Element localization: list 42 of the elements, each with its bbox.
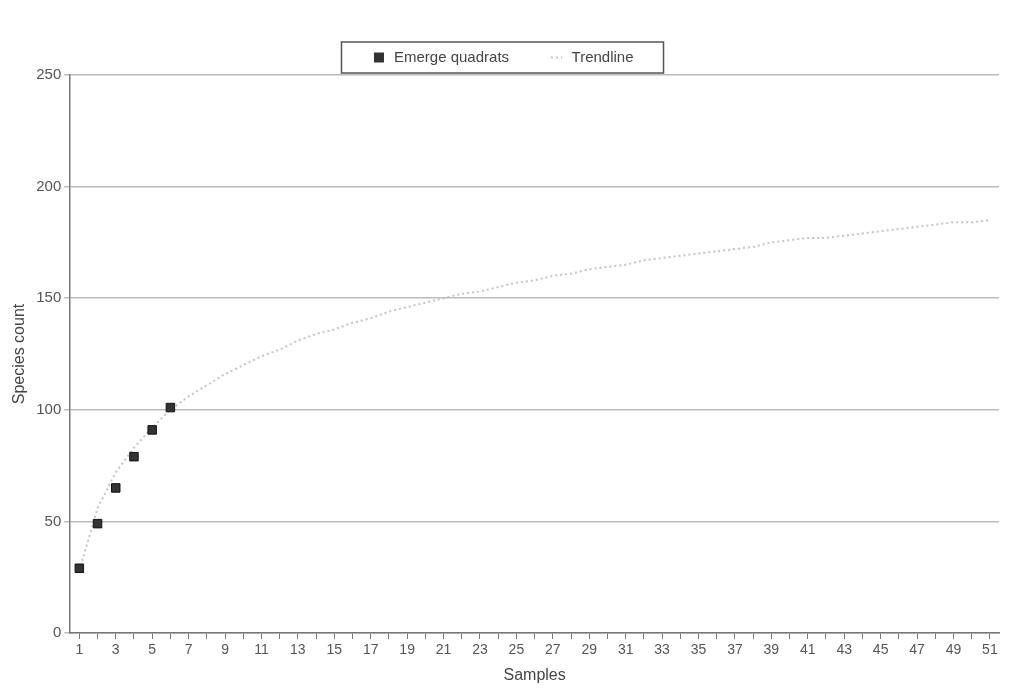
x-tick-label: 27 <box>545 641 561 658</box>
x-tick-label: 33 <box>654 641 671 658</box>
point <box>111 483 121 493</box>
x-tick-label: 13 <box>290 641 306 658</box>
x-tick-label: 25 <box>508 641 525 658</box>
point <box>129 451 139 462</box>
x-tick-label: 1 <box>75 641 84 658</box>
x-tick-label: 41 <box>799 641 816 658</box>
x-tick-label: 51 <box>982 641 998 658</box>
y-tick-label: 150 <box>36 288 62 306</box>
legend-label: Emerge quadrats <box>393 47 510 65</box>
point <box>74 563 85 574</box>
x-tick-label: 35 <box>690 641 707 658</box>
x-tick-label: 31 <box>617 641 634 658</box>
x-tick-label: 23 <box>472 641 488 658</box>
point <box>147 425 157 435</box>
x-tick-label: 49 <box>945 641 962 658</box>
y-tick-label: 100 <box>36 399 62 417</box>
x-tick-label: 7 <box>184 641 193 658</box>
y-tick-label: 50 <box>44 511 62 529</box>
point <box>165 402 176 413</box>
x-tick-label: 17 <box>362 641 379 658</box>
y-tick-label: 250 <box>36 65 62 83</box>
point <box>92 518 103 529</box>
x-tick-label: 11 <box>254 641 269 658</box>
y-tick-label: 0 <box>52 623 62 641</box>
x-tick-label: 15 <box>326 641 343 658</box>
x-tick-label: 47 <box>909 641 926 658</box>
x-tick-label: 29 <box>581 641 598 658</box>
y-tick-label: 200 <box>36 176 62 194</box>
x-tick-label: 21 <box>435 641 452 658</box>
legend-label: Trendline <box>571 47 634 65</box>
x-tick-label: 43 <box>836 641 853 658</box>
x-tick-label: 3 <box>111 641 120 658</box>
y-axis-title: Species count <box>10 303 28 405</box>
x-tick-label: 37 <box>727 641 743 658</box>
x-tick-label: 9 <box>221 641 230 658</box>
x-tick-label: 39 <box>763 641 780 658</box>
x-tick-label: 45 <box>872 641 889 658</box>
x-tick-label: 5 <box>148 641 157 658</box>
x-tick-label: 19 <box>399 641 416 658</box>
x-axis-title: Samples <box>503 665 566 683</box>
